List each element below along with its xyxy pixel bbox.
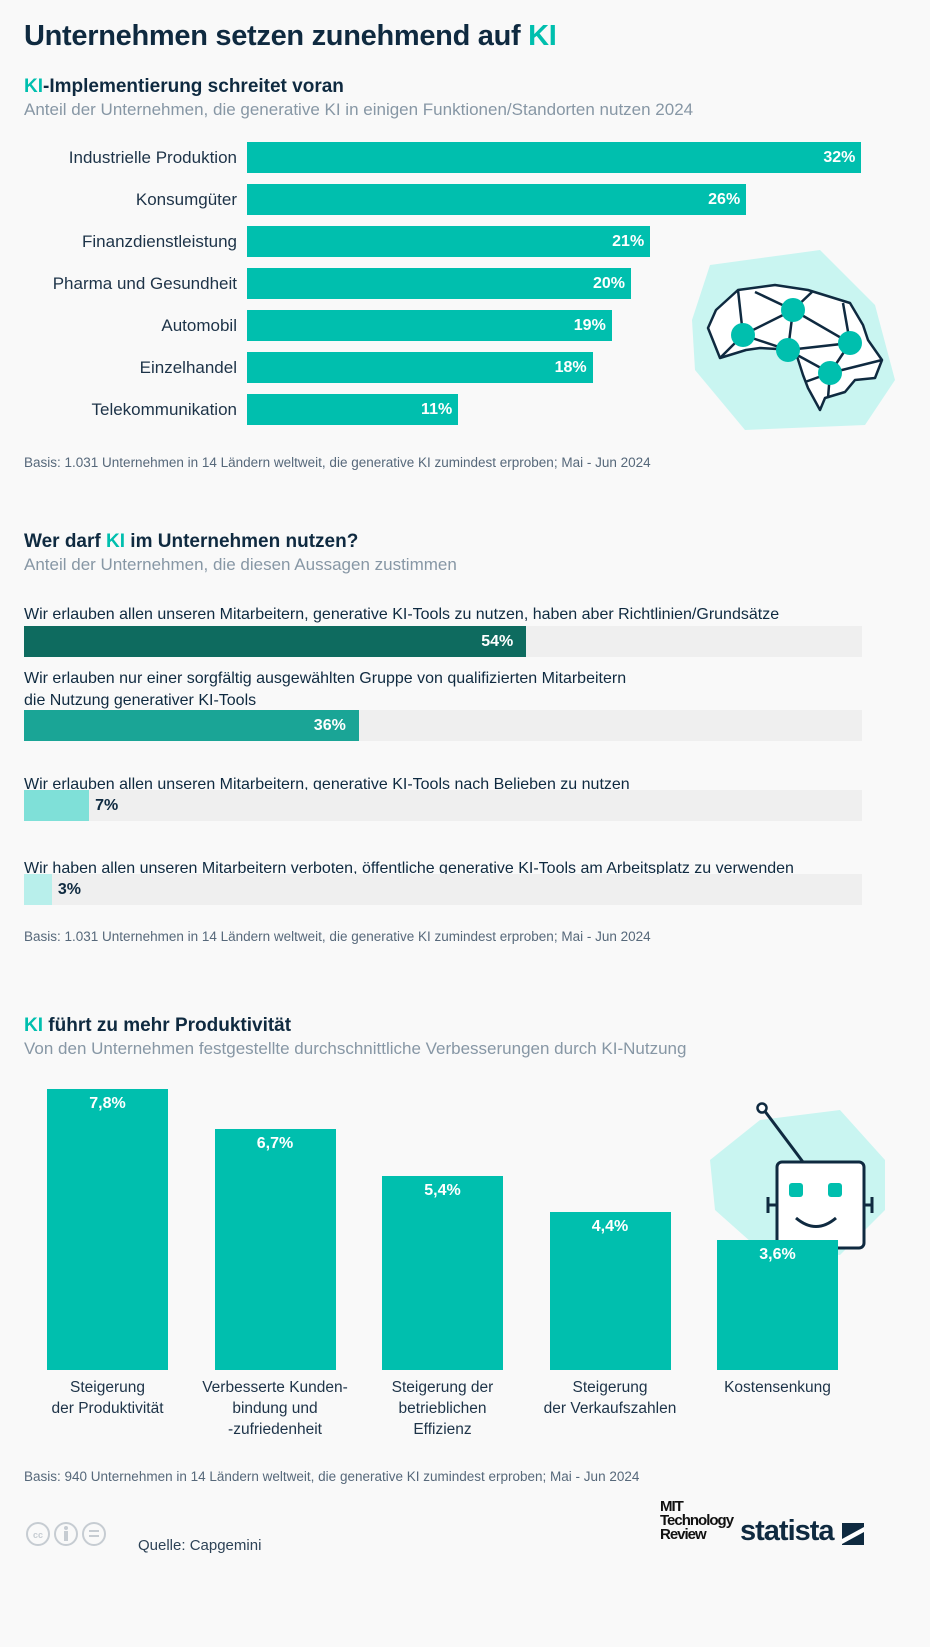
- bar: 21%: [247, 226, 651, 257]
- bar: [214, 1128, 336, 1370]
- section1-subtitle: Anteil der Unternehmen, die generative K…: [24, 100, 694, 119]
- by-icon: [54, 1522, 78, 1546]
- bar: [717, 1240, 838, 1370]
- bar-value-label: 19%: [573, 317, 606, 334]
- logo-text: statista: [740, 1515, 835, 1547]
- logo-line: Technology: [660, 1512, 734, 1529]
- logo-line: MIT: [660, 1498, 684, 1515]
- bar: 19%: [247, 310, 612, 341]
- page-title: Unternehmen setzen zunehmend auf KI: [24, 20, 557, 53]
- category-label: Steigerung der Verkaufszahlen: [543, 1379, 677, 1417]
- bar-label: Automobil: [161, 316, 237, 335]
- bar-label: Telekommunikation: [91, 400, 237, 419]
- section2-subtitle: Anteil der Unternehmen, die diesen Aussa…: [24, 555, 457, 574]
- bar-value-label: 54%: [481, 633, 514, 650]
- bar-label: Einzelhandel: [139, 358, 237, 377]
- statement-label: Wir erlauben nur einer sorgfältig ausgew…: [24, 670, 627, 709]
- statement-label: Wir erlauben allen unseren Mitarbeitern,…: [24, 606, 780, 623]
- bar-value-label: 26%: [708, 191, 741, 208]
- section3-basis: Basis: 940 Unternehmen in 14 Ländern wel…: [24, 1469, 640, 1484]
- bar-label: Industrielle Produktion: [68, 148, 237, 167]
- section1-title: KI-Implementierung schreitet voran: [24, 76, 344, 98]
- bar-value-label: 7,8%: [89, 1095, 126, 1113]
- source: Quelle: Capgemini: [138, 1537, 262, 1554]
- bar-value-label: 32%: [823, 149, 856, 166]
- category-label: Steigerung der Produktivität: [51, 1379, 164, 1417]
- accent: KI: [24, 76, 43, 97]
- brain-network-icon: [692, 250, 895, 430]
- section2-title: Wer darf KI im Unternehmen nutzen?: [24, 531, 358, 553]
- mit-technology-review-logo: MIT Technology Review: [660, 1498, 734, 1543]
- statista-logo-mark: [842, 1523, 864, 1545]
- title-text: Unternehmen setzen zunehmend auf: [24, 20, 529, 52]
- bar-value-label: 3%: [57, 881, 82, 898]
- title-rest: -Implementierung schreitet voran: [43, 76, 344, 97]
- bar-label: Finanzdienstleistung: [82, 232, 237, 251]
- statement-label: Wir haben allen unseren Mitarbeitern ver…: [24, 860, 794, 877]
- category-label: Steigerung der betrieblichen Effizienz: [391, 1379, 494, 1438]
- bar: [47, 1089, 168, 1370]
- bar-value-label: 3,6%: [759, 1246, 796, 1264]
- bar: [24, 874, 52, 905]
- nd-icon: [82, 1522, 106, 1546]
- bar: 11%: [247, 394, 459, 425]
- bar: [24, 626, 527, 657]
- bar-value-label: 11%: [421, 401, 453, 418]
- license-icons: cc: [26, 1522, 106, 1546]
- bar: 20%: [247, 268, 631, 299]
- section1-basis: Basis: 1.031 Unternehmen in 14 Ländern w…: [24, 455, 651, 470]
- bar-value-label: 5,4%: [424, 1181, 461, 1199]
- bar-track: [24, 874, 862, 905]
- bar-track: [24, 790, 862, 821]
- bar-label: Konsumgüter: [135, 190, 237, 209]
- bar: [382, 1175, 503, 1370]
- section2-basis: Basis: 1.031 Unternehmen in 14 Ländern w…: [24, 929, 651, 944]
- bar-label: Pharma und Gesundheit: [52, 274, 237, 293]
- title-post: im Unternehmen nutzen?: [125, 531, 359, 552]
- svg-text:cc: cc: [33, 1530, 43, 1540]
- bar: [24, 710, 359, 741]
- bar-value-label: 6,7%: [256, 1134, 294, 1152]
- bar: [24, 790, 90, 821]
- title-pre: Wer darf: [24, 531, 107, 552]
- section3-subtitle: Von den Unternehmen festgestellte durchs…: [24, 1039, 687, 1058]
- bar-value-label: 7%: [95, 797, 119, 814]
- robot-face-icon: [710, 1102, 885, 1255]
- category-label: Verbesserte Kunden- bindung und -zufried…: [202, 1379, 348, 1438]
- cc-icon: [26, 1522, 50, 1546]
- bar: 32%: [247, 142, 862, 173]
- bar: [549, 1211, 671, 1370]
- title-accent: KI: [528, 20, 557, 52]
- logo-line: Review: [660, 1526, 707, 1543]
- bar-value-label: 21%: [612, 233, 645, 250]
- section3-title: KI führt zu mehr Produktivität: [24, 1015, 291, 1037]
- bar-value-label: 20%: [592, 275, 625, 292]
- bar: 26%: [247, 184, 747, 215]
- statement-label: Wir erlauben allen unseren Mitarbeitern,…: [24, 776, 630, 793]
- bar-value-label: 18%: [554, 359, 587, 376]
- bar: 18%: [247, 352, 593, 383]
- category-label: Kostensenkung: [724, 1379, 831, 1396]
- bar-value-label: 4,4%: [591, 1217, 629, 1235]
- statista-logo: statista: [740, 1515, 835, 1548]
- title-rest: führt zu mehr Produktivität: [43, 1015, 292, 1036]
- accent: KI: [24, 1015, 43, 1036]
- accent: KI: [106, 531, 126, 552]
- bar-value-label: 36%: [313, 717, 346, 734]
